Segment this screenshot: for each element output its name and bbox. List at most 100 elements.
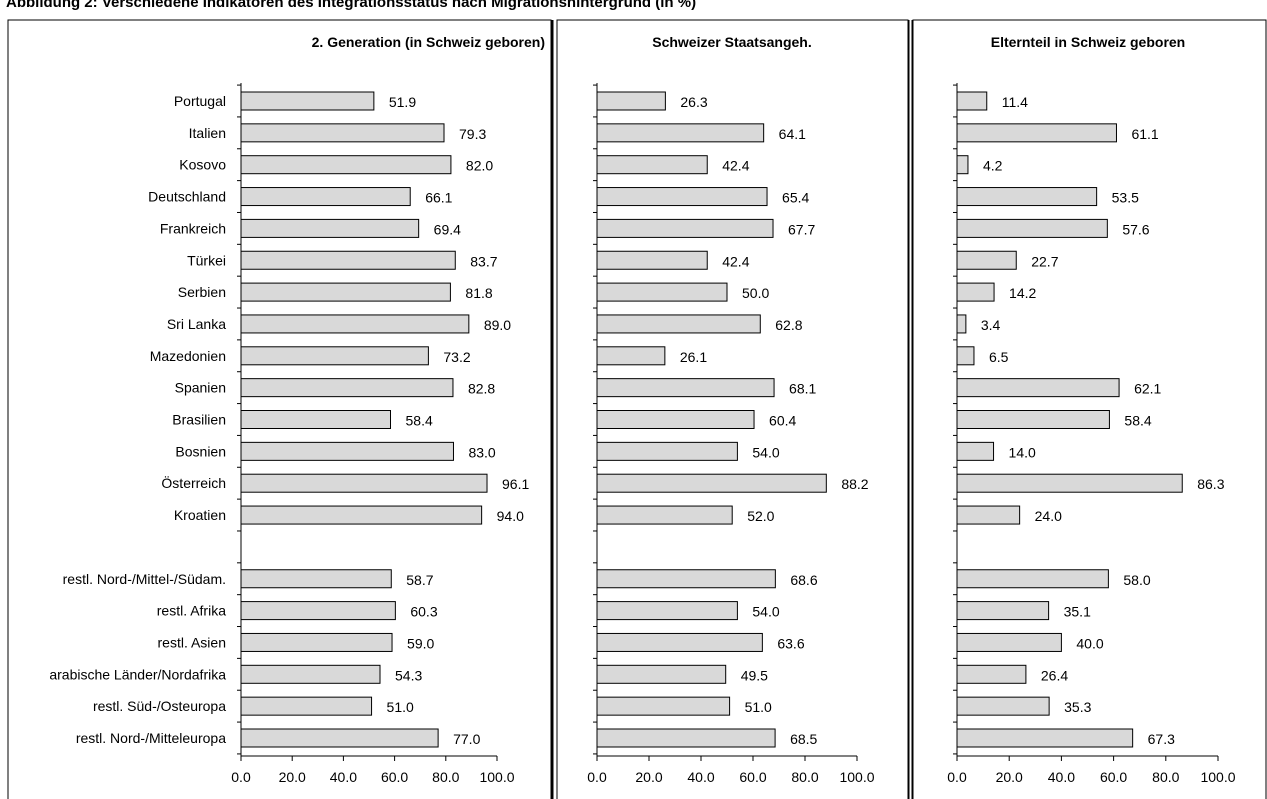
panel-frames <box>7 19 1267 799</box>
data-label: 82.8 <box>468 381 495 397</box>
bar <box>956 123 1117 143</box>
bar <box>956 632 1062 652</box>
x-tick-label: 100.0 <box>479 769 514 785</box>
bar <box>956 696 1050 716</box>
category-label: Österreich <box>161 474 226 491</box>
bar <box>956 441 995 461</box>
data-label: 35.1 <box>1064 604 1091 620</box>
x-tick-label: 60.0 <box>739 769 766 785</box>
category-label: Mazedonien <box>150 348 226 364</box>
bar <box>240 632 393 652</box>
data-label: 26.4 <box>1041 667 1068 683</box>
bar <box>956 250 1017 270</box>
x-tick-label: 20.0 <box>996 769 1023 785</box>
x-tick-label: 40.0 <box>330 769 357 785</box>
bar <box>240 569 392 589</box>
data-label: 49.5 <box>741 667 768 683</box>
data-label: 83.0 <box>468 444 495 460</box>
bar <box>956 218 1108 238</box>
bar <box>240 314 470 334</box>
bar <box>240 664 381 684</box>
bar <box>240 218 420 238</box>
bar <box>596 410 755 429</box>
bar <box>240 250 456 270</box>
data-label: 35.3 <box>1064 699 1091 715</box>
data-label: 68.1 <box>789 381 816 397</box>
panel-frame <box>912 19 1267 799</box>
data-label: 64.1 <box>779 126 806 142</box>
bar <box>240 728 439 748</box>
panel-title: Elternteil in Schweiz geboren <box>991 34 1185 50</box>
x-tick-label: 80.0 <box>1152 769 1179 785</box>
category-label: Serbien <box>178 284 226 300</box>
bar <box>596 473 827 493</box>
bar <box>956 378 1120 398</box>
x-tick-label: 20.0 <box>279 769 306 785</box>
data-label: 63.6 <box>777 635 804 651</box>
bar <box>956 664 1027 684</box>
x-tick-label: 40.0 <box>1048 769 1075 785</box>
x-tick-label: 80.0 <box>432 769 459 785</box>
data-label: 73.2 <box>443 349 470 365</box>
bar <box>956 187 1098 207</box>
bar <box>956 346 975 366</box>
x-tick-label: 0.0 <box>587 769 607 785</box>
bar <box>596 346 666 366</box>
data-label: 51.0 <box>387 699 414 715</box>
bar <box>240 187 411 207</box>
category-label: restl. Nord-/Mitteleuropa <box>76 730 226 746</box>
data-label: 58.4 <box>1124 413 1151 429</box>
data-label: 88.2 <box>841 476 868 492</box>
data-label: 81.8 <box>465 285 492 301</box>
data-label: 54.3 <box>395 667 422 683</box>
data-label: 3.4 <box>981 317 1001 333</box>
bar <box>240 696 373 716</box>
bar <box>240 601 396 621</box>
bar <box>240 123 445 143</box>
category-label: Sri Lanka <box>167 316 226 332</box>
category-label: Spanien <box>175 380 226 396</box>
bar <box>596 664 727 684</box>
data-label: 67.3 <box>1148 731 1175 747</box>
category-label: Frankreich <box>160 220 226 236</box>
x-tick-label: 20.0 <box>635 769 662 785</box>
panel-frame <box>556 19 909 799</box>
bar <box>596 155 708 175</box>
data-label: 54.0 <box>752 444 779 460</box>
chart-panels: 2. Generation (in Schweiz geboren) 0.0 20.… <box>49 34 1235 785</box>
bar <box>956 601 1050 621</box>
data-label: 6.5 <box>989 349 1009 365</box>
bar <box>596 187 768 207</box>
bar <box>956 155 969 175</box>
bar <box>956 728 1134 748</box>
bar <box>596 123 765 143</box>
data-label: 57.6 <box>1122 221 1149 237</box>
data-label: 14.2 <box>1009 285 1036 301</box>
data-label: 67.7 <box>788 221 815 237</box>
category-label: Deutschland <box>148 189 226 205</box>
bar <box>596 728 776 748</box>
data-label: 77.0 <box>453 731 480 747</box>
category-label: Kroatien <box>174 507 226 523</box>
data-label: 50.0 <box>742 285 769 301</box>
category-label: restl. Asien <box>158 634 226 650</box>
x-tick-label: 60.0 <box>1100 769 1127 785</box>
data-label: 11.4 <box>1002 94 1028 110</box>
category-label: restl. Afrika <box>157 603 226 619</box>
category-label: arabische Länder/Nordafrika <box>49 666 226 682</box>
bar <box>596 91 666 111</box>
data-label: 86.3 <box>1197 476 1224 492</box>
data-label: 22.7 <box>1031 253 1058 269</box>
category-label: restl. Süd-/Osteuropa <box>93 698 226 714</box>
bar <box>956 505 1021 525</box>
data-label: 42.4 <box>722 158 749 174</box>
data-label: 65.4 <box>782 190 809 206</box>
data-label: 24.0 <box>1035 508 1062 524</box>
bar <box>956 282 995 302</box>
data-label: 62.1 <box>1134 381 1161 397</box>
data-label: 53.5 <box>1112 190 1139 206</box>
data-label: 51.0 <box>745 699 772 715</box>
data-label: 69.4 <box>434 221 461 237</box>
data-label: 51.9 <box>389 94 416 110</box>
bar <box>596 282 728 302</box>
